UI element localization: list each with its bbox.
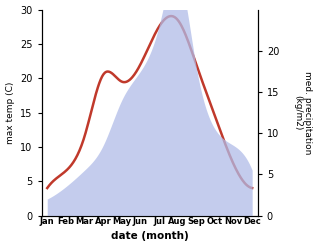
Y-axis label: med. precipitation
(kg/m2): med. precipitation (kg/m2) (293, 71, 313, 154)
Y-axis label: max temp (C): max temp (C) (5, 81, 15, 144)
X-axis label: date (month): date (month) (111, 231, 189, 242)
